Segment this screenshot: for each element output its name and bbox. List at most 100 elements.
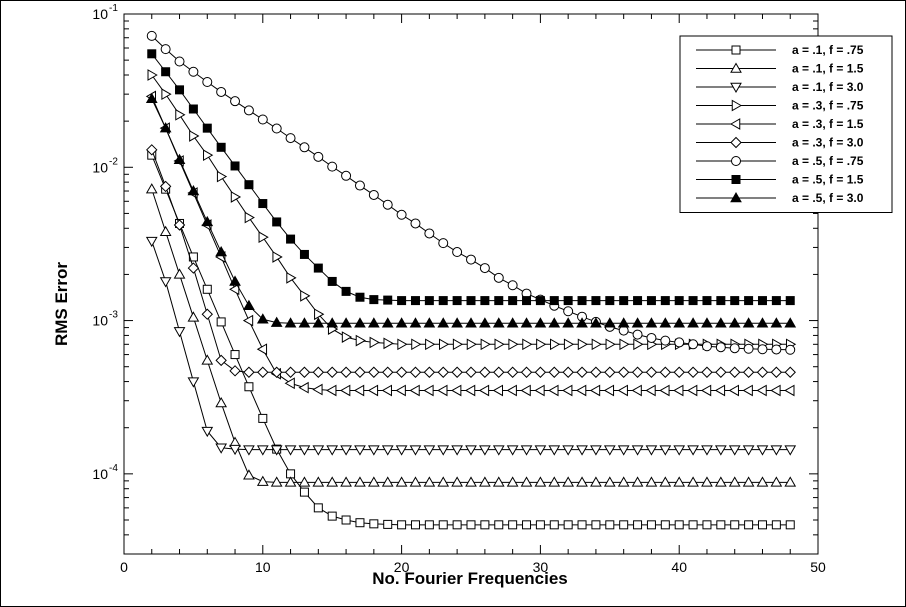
- data-point: [271, 123, 282, 134]
- data-point: [313, 263, 323, 273]
- data-point: [423, 384, 434, 397]
- data-point: [771, 344, 782, 355]
- data-point: [383, 519, 393, 529]
- data-point: [299, 487, 309, 497]
- data-point: [548, 317, 561, 328]
- data-point: [230, 161, 240, 171]
- data-point: [674, 296, 684, 306]
- data-point: [243, 105, 254, 116]
- series-line: [151, 188, 791, 483]
- data-point: [396, 209, 407, 220]
- data-point: [576, 317, 588, 328]
- data-point: [187, 185, 200, 196]
- data-point: [493, 366, 505, 378]
- data-point: [145, 92, 158, 103]
- x-tick-label: 0: [120, 559, 128, 575]
- data-point: [701, 445, 713, 456]
- data-point: [688, 339, 699, 350]
- legend: a = .1, f = .75 a = .1, f = 1.5 a = .1, f …: [679, 35, 893, 213]
- data-point: [284, 377, 295, 390]
- data-point: [272, 217, 282, 227]
- data-point: [562, 366, 574, 378]
- data-point: [742, 366, 755, 378]
- legend-entry: a = .3, f = .75: [696, 99, 864, 113]
- data-point: [229, 365, 241, 377]
- data-point: [536, 338, 547, 351]
- data-point: [411, 338, 422, 351]
- data-point: [701, 317, 713, 328]
- data-point: [466, 338, 478, 351]
- data-point: [451, 317, 463, 328]
- data-point: [590, 317, 602, 328]
- data-point: [383, 337, 394, 350]
- data-point: [451, 384, 462, 397]
- data-point: [633, 338, 644, 351]
- data-point: [590, 445, 602, 456]
- data-point: [270, 366, 283, 378]
- data-point: [743, 343, 754, 354]
- data-point: [215, 354, 227, 367]
- data-point: [369, 336, 380, 349]
- data-point: [257, 366, 269, 378]
- data-point: [605, 338, 616, 351]
- data-point: [326, 317, 339, 328]
- data-point: [770, 384, 781, 397]
- data-point: [397, 520, 407, 530]
- data-point: [494, 296, 504, 306]
- data-point: [785, 520, 795, 530]
- data-point: [423, 366, 436, 378]
- legend-marker: [730, 191, 742, 203]
- data-point: [229, 275, 241, 286]
- data-point: [286, 271, 297, 284]
- data-point: [256, 475, 269, 486]
- data-point: [438, 238, 449, 249]
- data-point: [340, 366, 352, 378]
- data-point: [506, 384, 517, 397]
- data-point: [216, 170, 228, 183]
- data-point: [201, 215, 214, 227]
- data-point: [381, 476, 394, 487]
- data-point: [285, 133, 296, 144]
- y-tick-exponent: -3: [109, 310, 118, 321]
- data-point: [326, 366, 338, 378]
- data-point: [312, 383, 323, 396]
- data-point: [631, 445, 644, 456]
- data-point: [341, 515, 351, 525]
- data-point: [340, 476, 352, 487]
- data-point: [354, 180, 365, 191]
- data-point: [730, 520, 740, 530]
- data-point: [437, 317, 450, 328]
- legend-label: a = .1, f = .75: [792, 43, 864, 57]
- data-point: [493, 272, 504, 283]
- data-point: [465, 445, 477, 456]
- data-point: [201, 426, 214, 438]
- data-point: [478, 384, 490, 397]
- legend-label: a = .1, f = 1.5: [792, 62, 864, 76]
- data-point: [730, 296, 740, 306]
- data-point: [270, 316, 283, 327]
- y-axis-title: RMS Error: [52, 262, 71, 346]
- data-point: [369, 295, 379, 305]
- data-point: [701, 476, 713, 487]
- data-point: [216, 142, 226, 152]
- data-point: [174, 56, 185, 67]
- data-point: [646, 332, 657, 343]
- series-6: [146, 144, 796, 378]
- data-point: [395, 317, 408, 328]
- data-point: [159, 122, 172, 133]
- data-point: [451, 476, 463, 487]
- data-point: [742, 384, 753, 397]
- data-point: [688, 520, 698, 530]
- data-point: [286, 234, 296, 244]
- data-point: [562, 317, 575, 328]
- data-point: [298, 381, 309, 394]
- data-point: [159, 277, 172, 288]
- data-point: [382, 199, 393, 210]
- data-point: [314, 308, 325, 321]
- data-point: [313, 151, 324, 162]
- data-point: [256, 343, 268, 356]
- data-point: [673, 366, 685, 378]
- y-tick-label: 10: [92, 6, 108, 22]
- data-point: [313, 503, 323, 513]
- data-point: [480, 338, 491, 351]
